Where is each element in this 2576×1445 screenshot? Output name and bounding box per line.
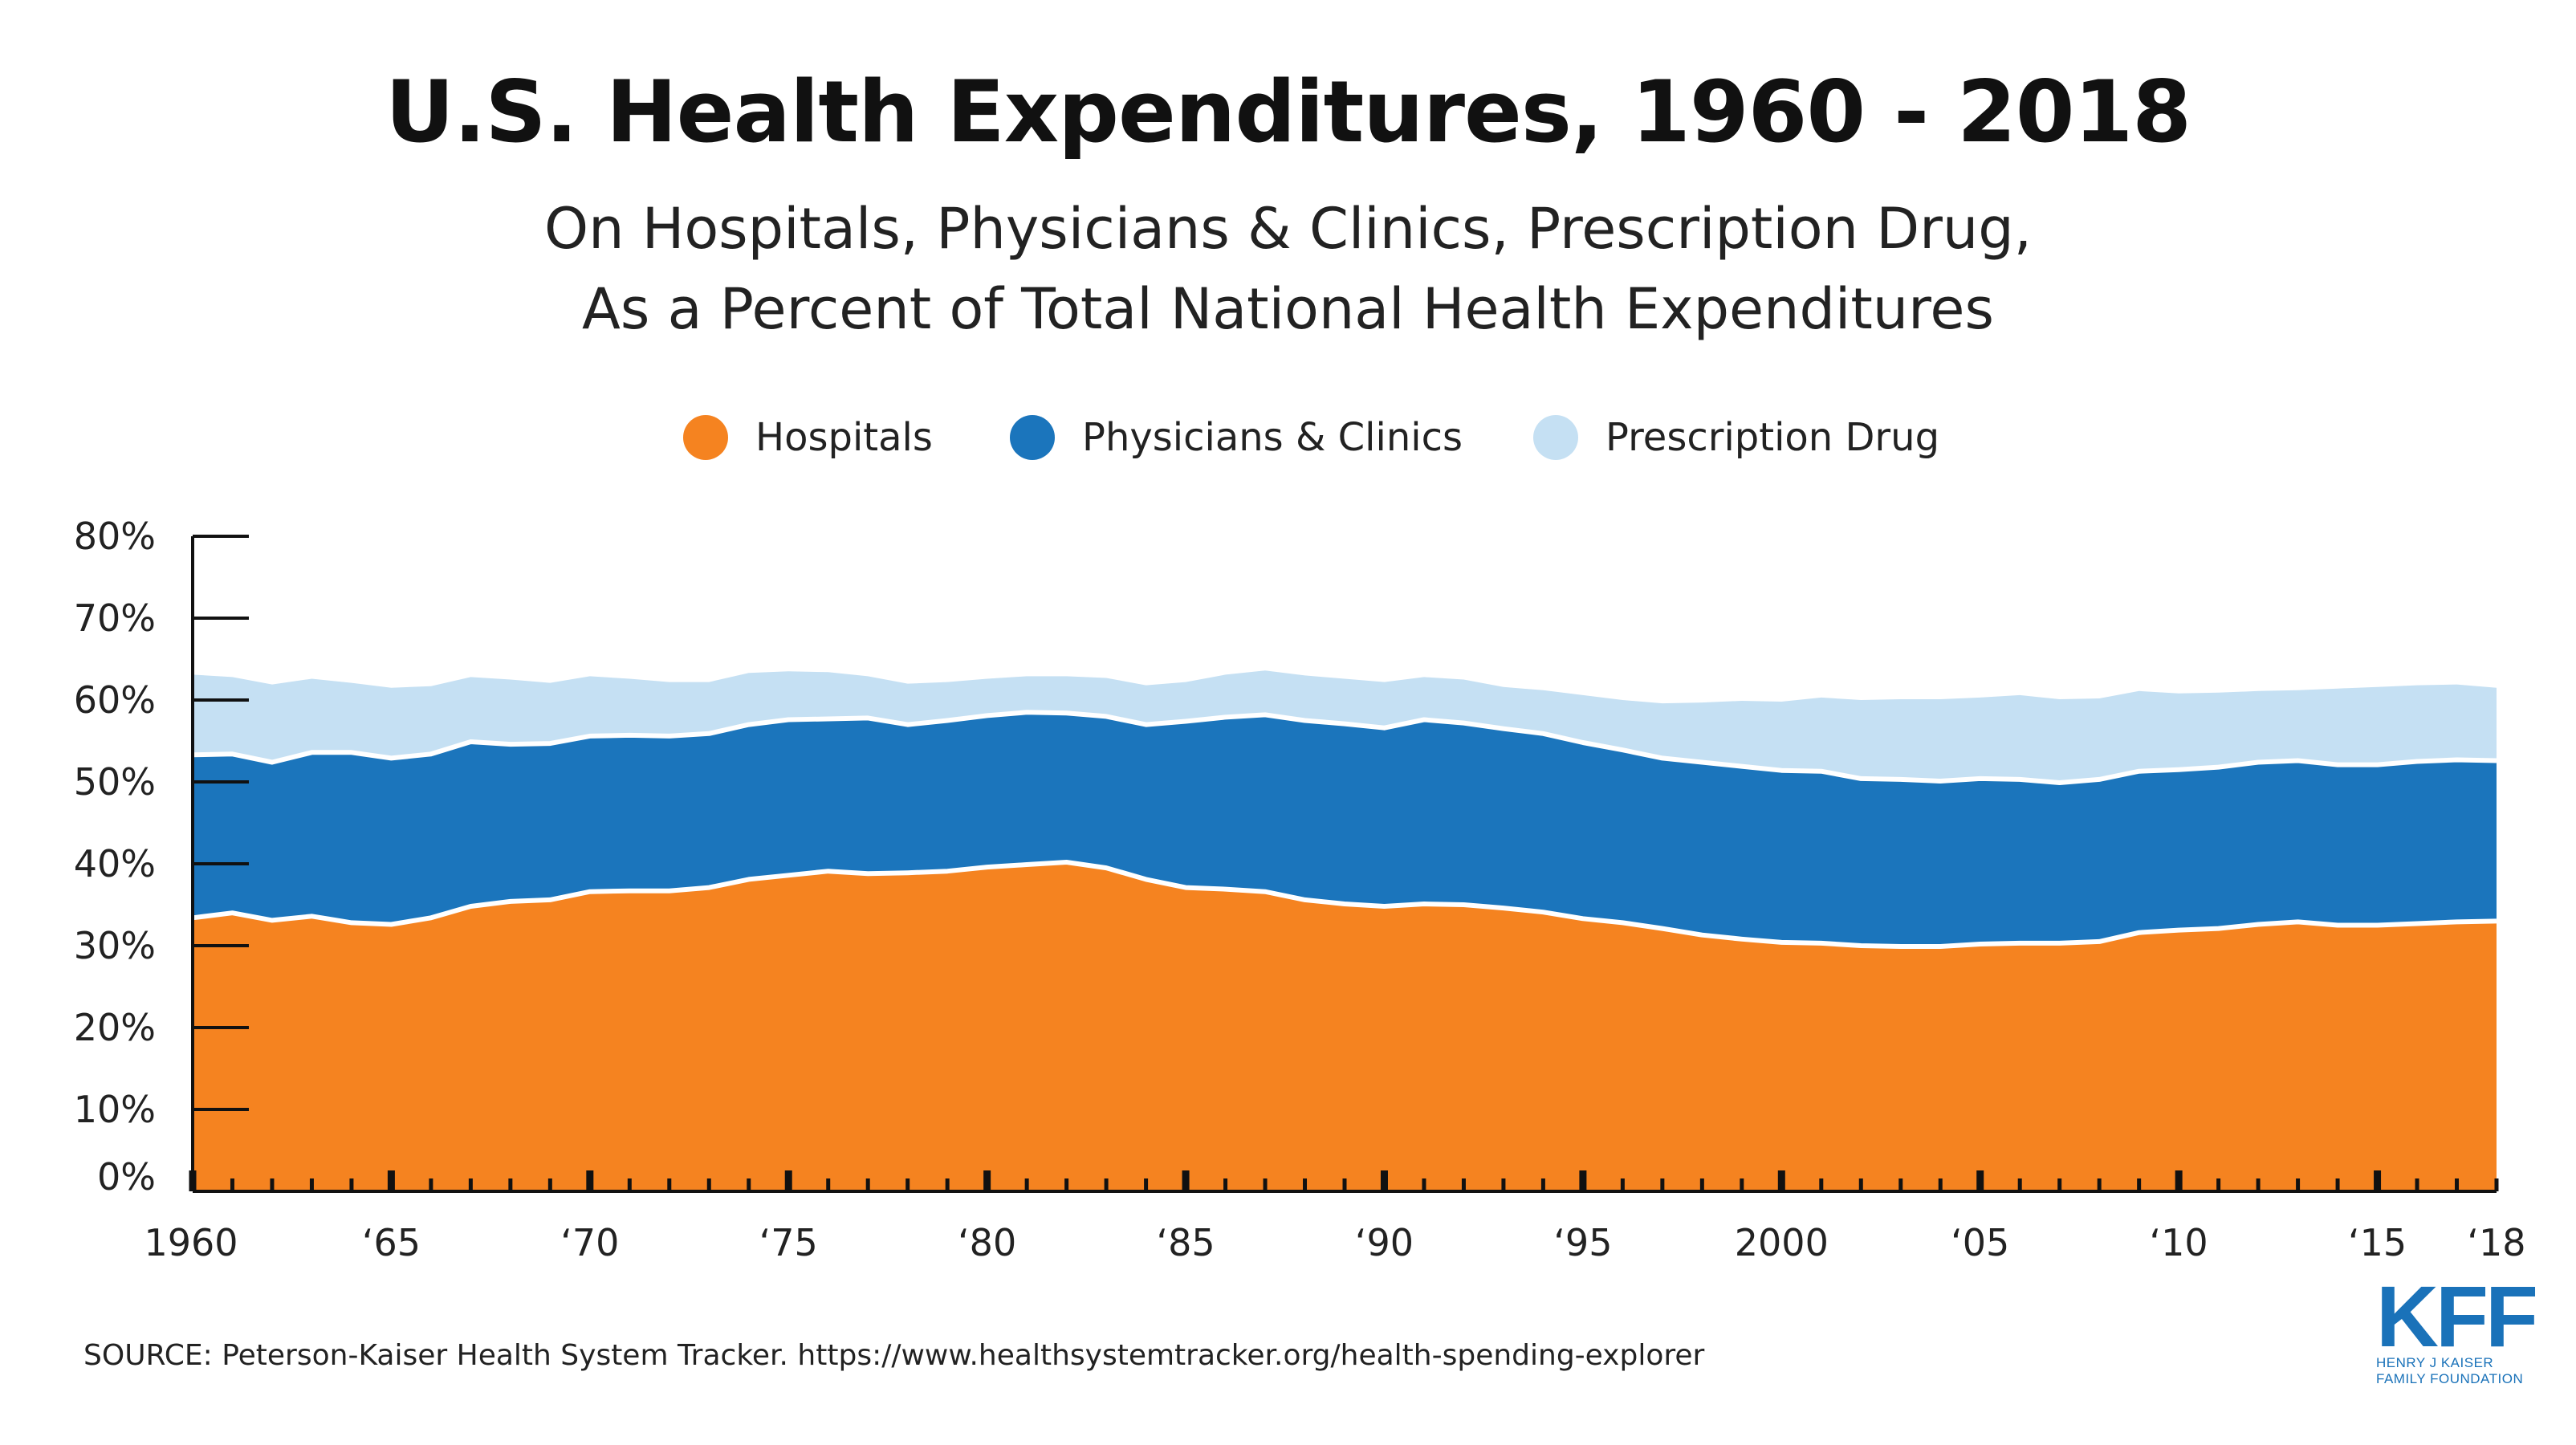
y-tick-label: 0%	[97, 1155, 156, 1199]
x-tick-label: ‘75	[759, 1221, 818, 1264]
y-tick-label: 50%	[74, 760, 156, 804]
kff-logo: KFF HENRY J KAISER FAMILY FOUNDATION	[2376, 1268, 2538, 1387]
boundary-physicians-clinics	[192, 710, 2497, 785]
x-tick-label: ‘95	[1553, 1221, 1612, 1264]
chart-subtitle-line-2: As a Percent of Total National Health Ex…	[582, 276, 1994, 342]
area-prescription-drug	[193, 670, 2497, 783]
legend-label-physicians: Physicians & Clinics	[1082, 415, 1463, 460]
x-tick-label: ‘05	[1951, 1221, 2009, 1264]
chart-subtitle-line-1: On Hospitals, Physicians & Clinics, Pres…	[544, 196, 2032, 262]
legend-item-prescription-drug: Prescription Drug	[1533, 405, 1939, 470]
y-tick-label: 20%	[74, 1006, 156, 1049]
x-tick-label: ‘70	[560, 1221, 619, 1264]
y-tick-label: 60%	[74, 678, 156, 722]
y-tick-label: 30%	[74, 924, 156, 967]
y-tick-label: 70%	[74, 596, 156, 640]
x-tick-label: ‘90	[1355, 1221, 1414, 1264]
chart-axes: 0% 10% 20% 30% 40% 50% 60% 70% 80% 1960 ‘65 ‘70 ‘75 ‘…	[74, 515, 2526, 1264]
area-physicians-clinics	[193, 712, 2497, 946]
kff-logo-line2: FAMILY FOUNDATION	[2376, 1371, 2524, 1386]
chart-legend: Hospitals Physicians & Clinics Prescript…	[0, 405, 2576, 470]
y-tick-label: 40%	[74, 842, 156, 885]
chart-title: U.S. Health Expenditures, 1960 - 2018	[385, 63, 2191, 161]
y-tick-label: 80%	[74, 515, 156, 558]
x-tick-label: 1960	[144, 1221, 238, 1264]
x-tick-label: ‘10	[2150, 1221, 2208, 1264]
y-tick-label: 10%	[74, 1088, 156, 1131]
x-tick-label: ‘65	[362, 1221, 421, 1264]
x-tick-label: ‘18	[2467, 1221, 2525, 1264]
x-tick-label: ‘15	[2348, 1221, 2407, 1264]
legend-swatch-physicians	[1010, 415, 1055, 460]
x-tick-label: ‘85	[1156, 1221, 1215, 1264]
legend-swatch-hospitals	[683, 415, 728, 460]
legend-swatch-prescription-drug	[1533, 415, 1578, 460]
chart-areas	[192, 670, 2497, 1191]
boundary-hospitals	[192, 860, 2497, 949]
x-tick-label: 2000	[1735, 1221, 1829, 1264]
legend-item-hospitals: Hospitals	[683, 405, 933, 470]
source-note: SOURCE: Peterson-Kaiser Health System Tr…	[83, 1339, 1705, 1372]
kff-logo-line1: HENRY J KAISER	[2376, 1355, 2494, 1370]
legend-item-physicians: Physicians & Clinics	[1010, 405, 1463, 470]
kff-logo-mark: KFF	[2376, 1268, 2538, 1365]
legend-label-hospitals: Hospitals	[755, 415, 933, 460]
x-tick-label: ‘80	[958, 1221, 1016, 1264]
area-hospitals	[193, 862, 2497, 1191]
legend-label-prescription-drug: Prescription Drug	[1605, 415, 1940, 460]
